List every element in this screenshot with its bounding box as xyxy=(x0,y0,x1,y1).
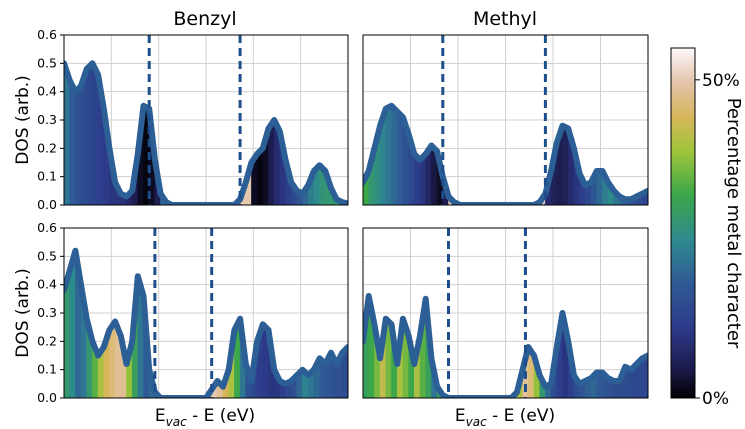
y-tick-label: 0.1 xyxy=(37,169,57,184)
dos-segment xyxy=(86,62,93,205)
x-axis-label-right: Evac - E (eV) xyxy=(455,406,555,429)
y-tick-label: 0.4 xyxy=(37,277,57,292)
y-axis-label-bottom: DOS (arb.) xyxy=(13,268,33,358)
dos-outline xyxy=(363,293,648,398)
colorbar-label: Percentage metal character xyxy=(723,98,744,349)
colorbar-ticks: 50% 0% xyxy=(695,71,740,409)
panel-methyl-bottom xyxy=(362,227,649,399)
y-tick-label: 0.5 xyxy=(37,55,57,70)
dos-segment xyxy=(596,372,603,398)
dos-fill xyxy=(64,62,348,205)
y-tick-label: 0.2 xyxy=(37,140,57,155)
y-tick-label: 0.0 xyxy=(37,197,57,212)
y-tick-label: 0.0 xyxy=(37,390,57,405)
panel-benzyl-bottom: 0.0 0.1 0.2 0.3 0.4 0.5 0.6 xyxy=(37,220,349,405)
dos-outline xyxy=(363,102,648,205)
plot-frame xyxy=(362,34,649,206)
dos-fill xyxy=(363,105,648,205)
dos-segment xyxy=(642,355,648,398)
panel-benzyl-top: 0.0 0.1 0.2 0.3 0.4 0.5 0.6 xyxy=(37,27,349,212)
dos-segment xyxy=(396,110,404,205)
dos-outline xyxy=(64,60,348,205)
y-tick-label: 0.6 xyxy=(37,220,57,235)
dos-segment xyxy=(596,170,603,205)
colorbar xyxy=(670,47,696,399)
dos-segment xyxy=(69,80,76,205)
y-tick-label: 0.3 xyxy=(37,112,57,127)
plot-frame xyxy=(362,227,649,399)
title-benzyl: Benzyl xyxy=(173,8,236,30)
y-tick-label: 0.2 xyxy=(37,333,57,348)
title-methyl: Methyl xyxy=(473,8,537,30)
y-tick-label: 0.4 xyxy=(37,84,57,99)
dos-segment xyxy=(75,85,82,205)
y-tick-label: 0.6 xyxy=(37,27,57,42)
dos-segment xyxy=(562,125,569,205)
panel-methyl-top xyxy=(362,34,649,206)
dos-segment xyxy=(385,105,392,205)
y-tick-label: 0.1 xyxy=(37,362,57,377)
x-axis-label-left: Evac - E (eV) xyxy=(155,406,255,429)
dos-segment xyxy=(80,68,87,205)
y-axis-label-top: DOS (arb.) xyxy=(13,75,33,165)
colorbar-tick-label: 50% xyxy=(702,71,740,91)
colorbar-tick-label: 0% xyxy=(702,389,729,409)
dos-segment xyxy=(342,346,348,398)
y-tick-label: 0.3 xyxy=(37,305,57,320)
dos-segment xyxy=(391,105,398,205)
y-tick-label: 0.5 xyxy=(37,248,57,263)
dos-outline xyxy=(64,247,348,398)
